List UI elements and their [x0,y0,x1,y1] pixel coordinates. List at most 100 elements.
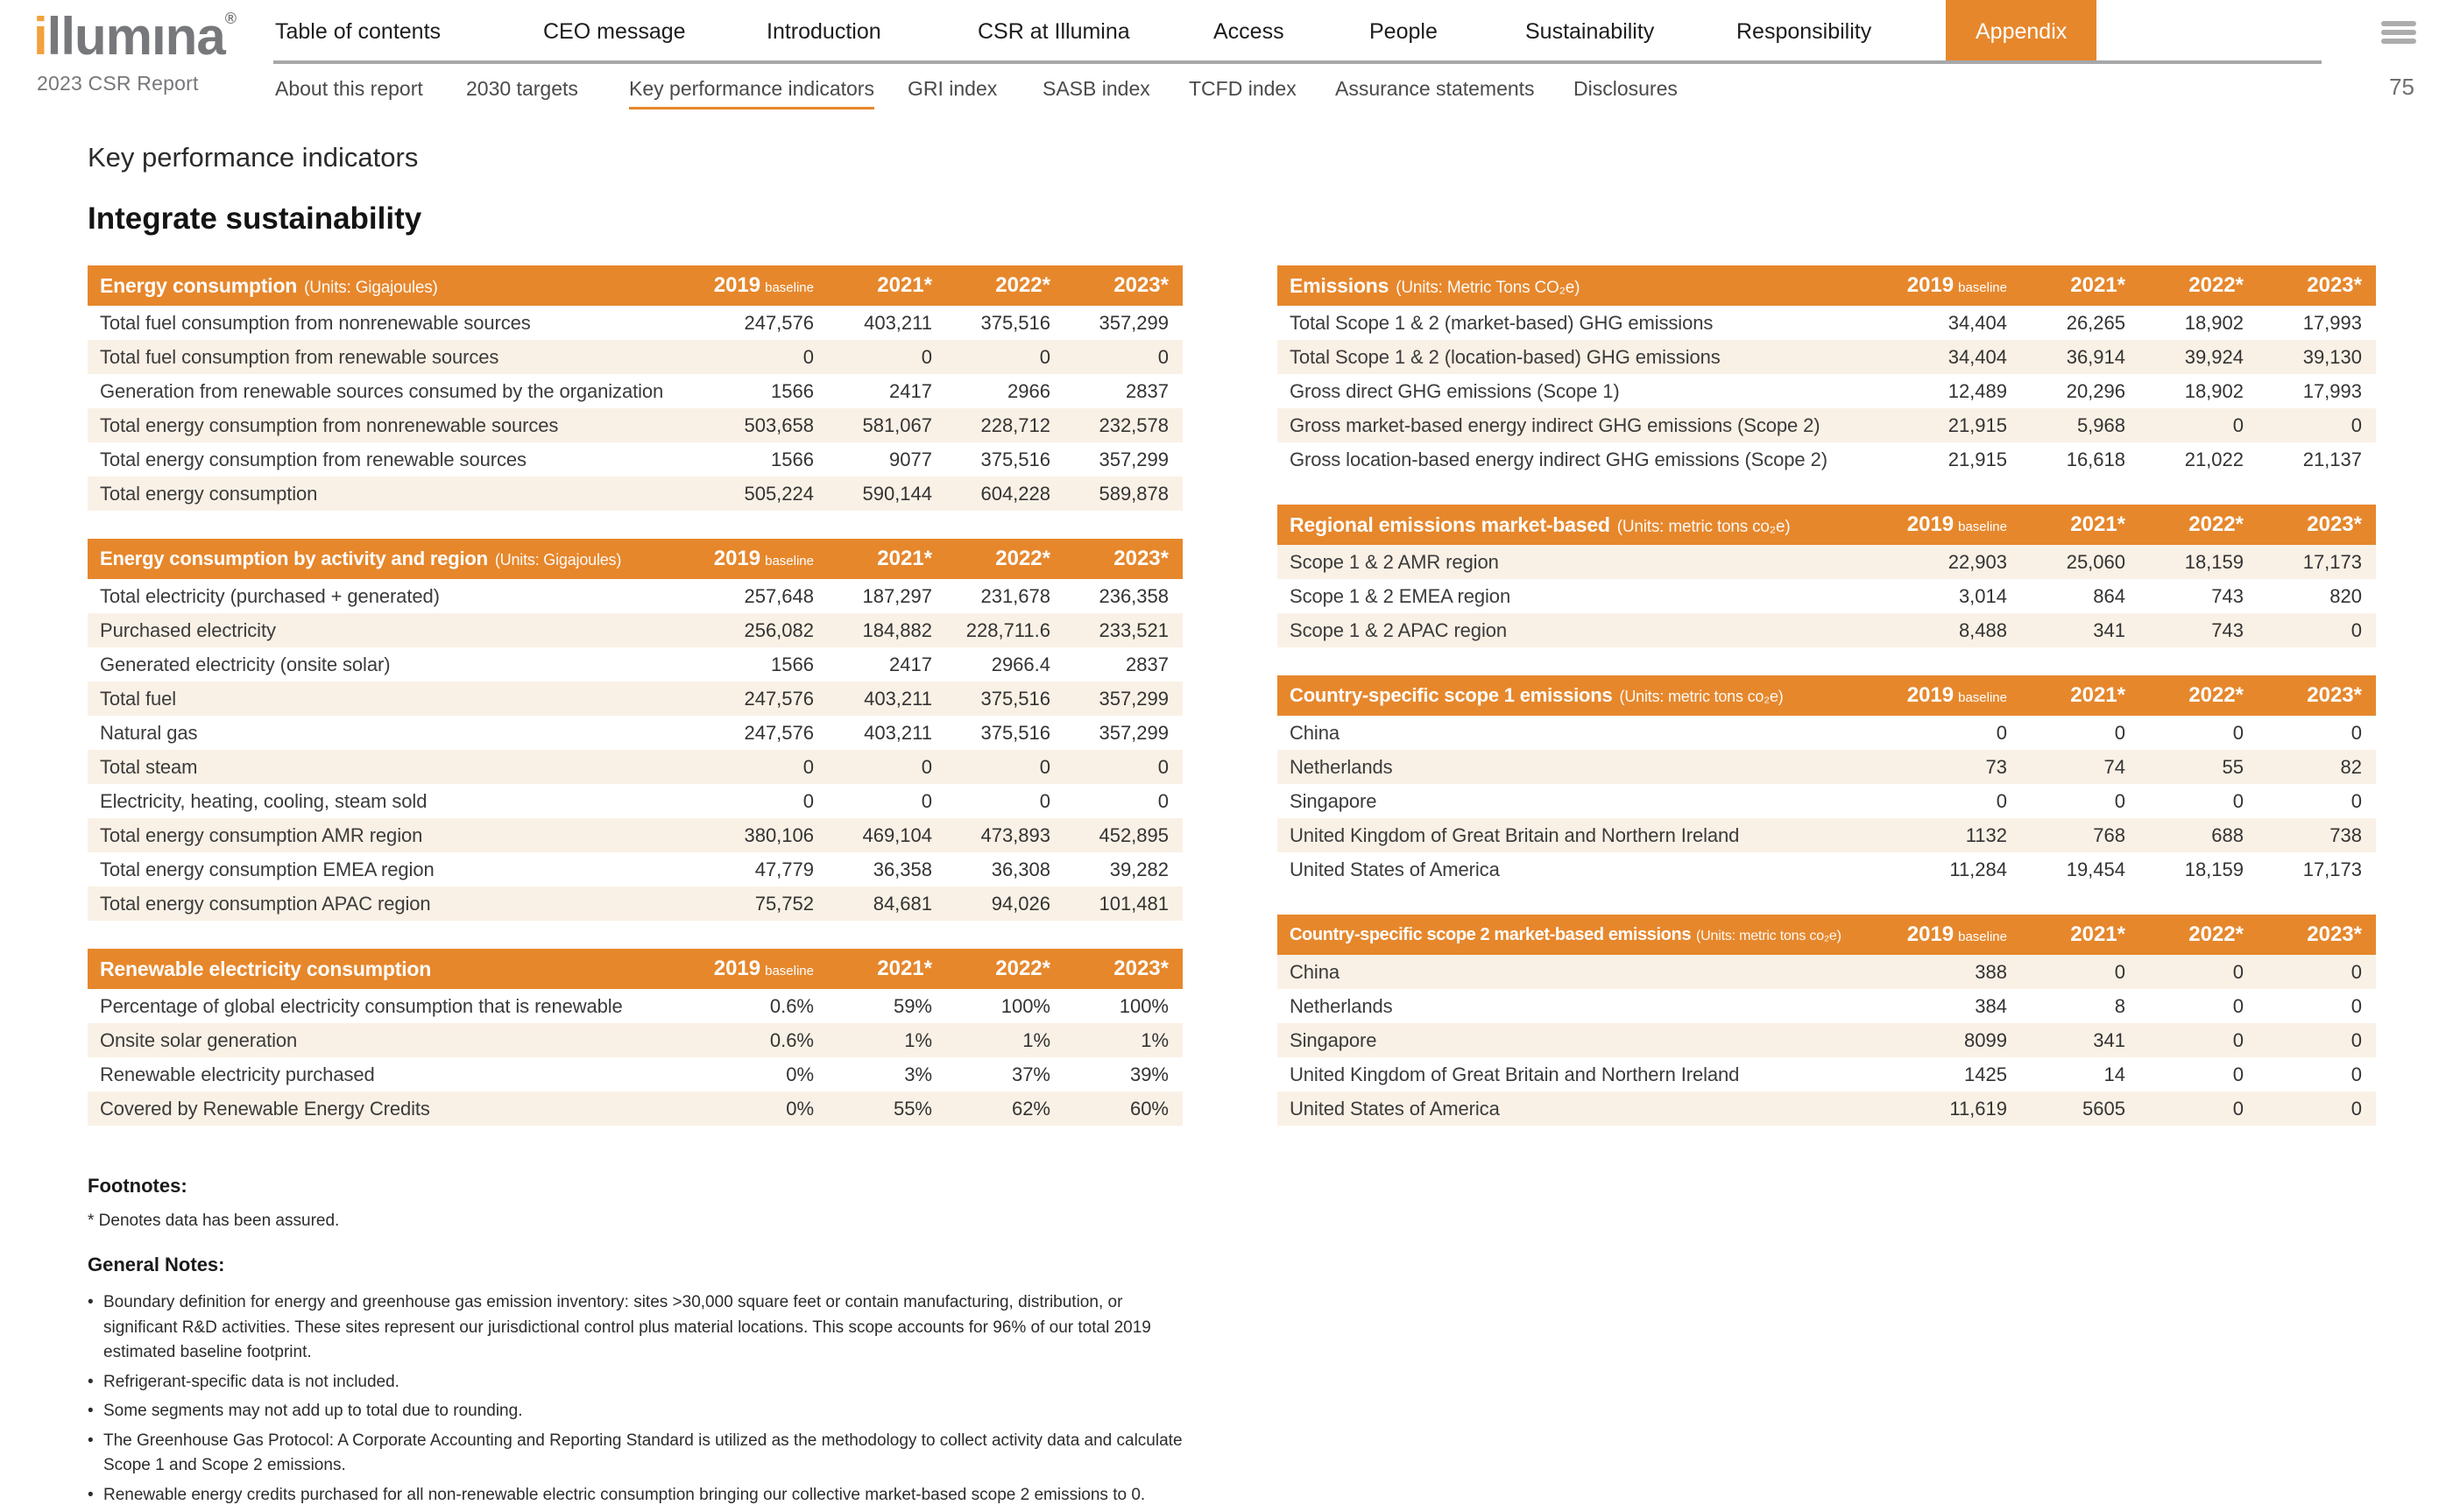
table-row: Total energy consumption from nonrenewab… [88,408,1183,442]
row-value-2019: 380,106 [744,823,814,846]
row-value-2022: 2966.4 [991,653,1050,675]
table-country-scope2-market-based-emissions: Country-specific scope 2 market-based em… [1277,915,2376,1126]
row-value-2022: 1% [1022,1028,1050,1051]
table-row: Gross market-based energy indirect GHG e… [1277,408,2376,442]
row-value-2021: 59% [893,994,932,1017]
nav-item-introduction[interactable]: Introduction [767,19,881,44]
row-value-2021: 187,297 [862,584,932,607]
row-value-2019: 1566 [771,448,814,470]
row-value-2022: 228,711.6 [965,618,1050,641]
table-header-country-scope1-emissions: Country-specific scope 1 emissions (Units… [1277,675,2376,716]
row-value-2023: 0 [1157,755,1169,778]
row-value-2021: 36,358 [873,858,932,880]
general-note-item: • Renewable energy credits purchased for … [88,1483,1183,1508]
row-value-2021: 26,265 [2066,311,2125,334]
year-2019: 2019 [1906,512,1955,536]
row-value-2023: 357,299 [1099,687,1169,710]
row-label: Gross direct GHG emissions (Scope 1) [1290,379,1620,402]
baseline-label: baseline [1958,690,2007,705]
row-value-2023: 0 [2350,721,2362,744]
row-value-2022: 743 [2211,618,2244,641]
row-label: Onsite solar generation [100,1028,298,1051]
general-notes-heading: General Notes: [88,1254,225,1275]
table-row: Total energy consumption APAC region 75,7… [88,887,1183,921]
row-value-2019: 47,779 [754,858,814,880]
row-value-2019: 257,648 [744,584,814,607]
row-value-2019: 0 [1996,789,2007,812]
nav-item-table-of-contents[interactable]: Table of contents [275,19,442,44]
row-value-2019: 12,489 [1948,379,2007,402]
row-label: United Kingdom of Great Britain and Nort… [1290,1063,1740,1085]
nav-item-csr-at-illumina[interactable]: CSR at Illumina [978,19,1130,44]
subnav-item-disclosures[interactable]: Disclosures [1573,77,1678,100]
row-value-2023: 101,481 [1099,892,1169,915]
bullet-icon: • [88,1431,94,1450]
row-value-2019: 8,488 [1958,618,2007,641]
row-label: Total fuel [100,687,177,710]
bullet-icon: • [88,1293,94,1311]
row-label: Scope 1 & 2 APAC region [1290,618,1508,641]
row-value-2023: 0 [2350,1097,2362,1120]
subnav-item-tcfd-index[interactable]: TCFD index [1189,77,1297,100]
menu-icon[interactable] [2381,21,2416,47]
subnav-item-about-this-report[interactable]: About this report [275,77,423,100]
table-row: Total Scope 1 & 2 (location-based) GHG e… [1277,340,2376,374]
nav-item-responsibility[interactable]: Responsibility [1736,19,1872,44]
table-energy-consumption: Energy consumption (Units: Gigajoules) 201… [88,265,1183,511]
table-row: Percentage of global electricity consump… [88,989,1183,1023]
table-row: United Kingdom of Great Britain and Nort… [1277,818,2376,852]
nav-item-sustainability[interactable]: Sustainability [1525,19,1655,44]
subnav-item-assurance-statements[interactable]: Assurance statements [1335,77,1535,100]
row-value-2021: 341 [2093,1028,2125,1051]
subnav-item-gri-index[interactable]: GRI index [908,77,998,100]
row-value-2021: 864 [2093,584,2125,607]
row-value-2022: 231,678 [980,584,1050,607]
baseline-label: baseline [765,964,814,979]
nav-item-people[interactable]: People [1369,19,1438,44]
row-value-2022: 36,308 [991,858,1050,880]
nav-item-ceo-message[interactable]: CEO message [543,19,686,44]
row-value-2019: 247,576 [744,721,814,744]
nav-item-appendix[interactable]: Appendix [1946,0,2097,64]
row-value-2019: 3,014 [1958,584,2007,607]
table-row: Natural gas 247,576 403,211 375,516 357,299 [88,716,1183,750]
row-value-2022: 39,924 [2184,345,2244,368]
row-value-2022: 21,022 [2184,448,2244,470]
table-row: Total fuel consumption from renewable so… [88,340,1183,374]
row-value-2019: 0 [802,755,814,778]
row-value-2021: 0 [921,755,932,778]
row-value-2023: 17,173 [2302,858,2362,880]
row-label: China [1290,721,1340,744]
year-2019: 2019 [1906,683,1955,707]
row-value-2019: 0 [802,789,814,812]
row-value-2021: 0 [2114,789,2125,812]
nav-item-access[interactable]: Access [1213,19,1284,44]
column-header-2021: 2021* [2070,273,2125,297]
row-label: Generated electricity (onsite solar) [100,653,391,675]
subnav-item-sasb-index[interactable]: SASB index [1043,77,1150,100]
column-header-2023: 2023* [1113,273,1169,297]
row-value-2021: 1% [904,1028,932,1051]
year-2019: 2019 [1906,273,1955,297]
row-label: Natural gas [100,721,198,744]
table-row: Total energy consumption from renewable … [88,442,1183,477]
row-label: United States of America [1290,858,1500,880]
table-row: Total fuel 247,576 403,211 375,516 357,299 [88,682,1183,716]
row-label: Scope 1 & 2 AMR region [1290,550,1499,573]
subnav-item-2030-targets[interactable]: 2030 targets [466,77,578,100]
bullet-icon: • [88,1372,94,1391]
general-note-text: The Greenhouse Gas Protocol: A Corporate… [103,1431,1183,1475]
column-header-2022: 2022* [2188,922,2244,946]
table-row: Purchased electricity 256,082 184,882 228,7… [88,613,1183,647]
row-value-2022: 0 [2232,721,2244,744]
table-units: (Units: Gigajoules) [304,278,438,297]
row-label: Total energy consumption EMEA region [100,858,435,880]
subnav-item-key-performance-indicators[interactable]: Key performance indicators [629,77,874,110]
nav-divider [273,60,2322,64]
bullet-icon: • [88,1485,94,1504]
table-row: Total fuel consumption from nonrenewable… [88,306,1183,340]
table-title-text: Regional emissions market-based [1290,512,1610,536]
row-value-2019: 8099 [1964,1028,2007,1051]
illumina-logo[interactable]: illumına® 2023 CSR Report [33,11,237,95]
table-row: China 0 0 0 0 [1277,716,2376,750]
